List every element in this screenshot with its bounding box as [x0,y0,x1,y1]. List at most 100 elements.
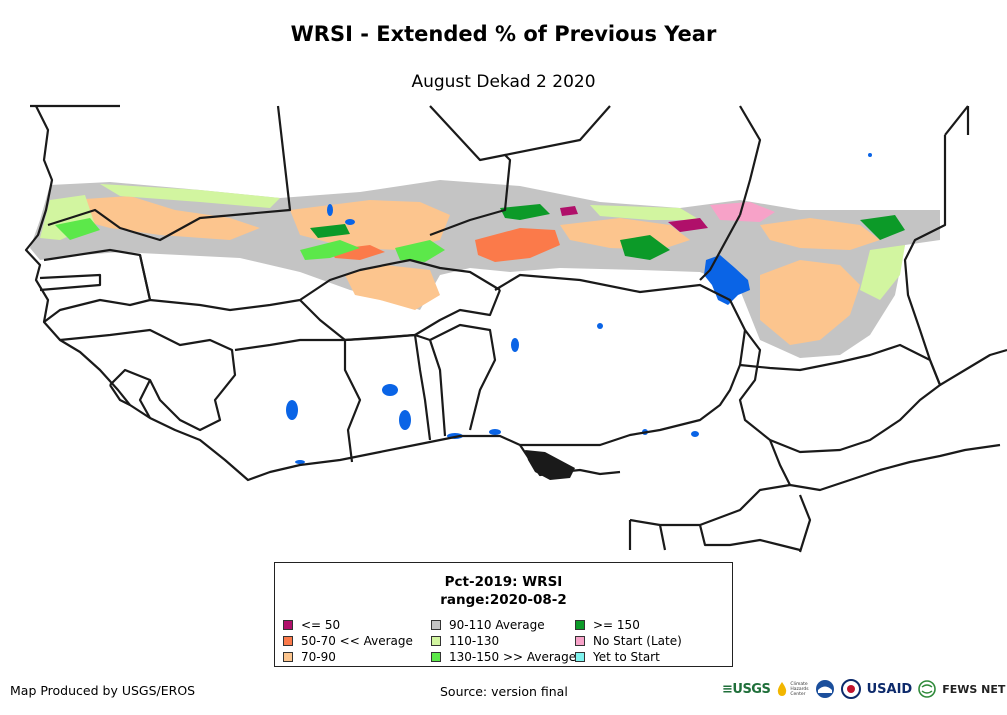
legend-grid: <= 50 90-110 Average >= 150 50-70 << Averag… [283,618,728,664]
border-sudan-south [939,348,1007,386]
legend-item: 50-70 << Average [283,634,431,648]
legend-title-line1: Pct-2019: WRSI [444,574,563,590]
band-darkgreen-chad [860,215,905,240]
border-mali-algeria [429,105,512,237]
band-orange-niger [475,228,560,262]
border-mauritania [30,104,292,242]
water-spot [327,204,333,216]
band-darkgreen-mali [310,224,350,238]
band-pink-north [710,202,775,222]
chc-line3: Center [790,691,806,697]
footer-source: Source: version final [440,684,568,699]
map-title: WRSI - Extended % of Previous Year [290,22,717,46]
band-beige-burkina [345,265,440,310]
logo-strip: ≡USGS Climate Hazards Center USAID FEWS … [722,678,1005,700]
water-spot [399,410,411,430]
band-green-mali [300,240,360,260]
band-green-senegal [55,218,100,240]
legend-label: Yet to Start [593,650,660,664]
country-borders [24,104,1007,553]
footer-producer: Map Produced by USGS/EROS [10,683,196,698]
border-niger-libya [738,105,762,216]
legend-label: >= 150 [593,618,640,632]
band-magenta-2 [560,206,578,216]
legend-swatch [431,652,441,662]
border-car-south [789,443,1001,492]
border-senegal [43,248,152,323]
legend-label: 70-90 [301,650,336,664]
legend-item: <= 50 [283,618,431,632]
border-gabon [628,520,801,552]
border-ghana [344,333,432,441]
niger-delta [525,450,575,480]
water-spot [511,338,519,352]
legend-label: 90-110 Average [449,618,545,632]
band-lightgreen-north [100,184,280,208]
band-darkgreen-niger [620,235,670,260]
legend-swatch [431,636,441,646]
water-spot [295,460,305,464]
water-spot [868,153,872,157]
usaid-logo: USAID [866,681,913,697]
border-guinea [59,328,237,432]
band-base [30,180,940,358]
legend-swatch [283,636,293,646]
wrsi-map [24,104,1007,553]
water-spot [345,219,355,225]
legend-swatch [575,636,585,646]
band-green-burkina [395,240,445,262]
legend-item: >= 150 [575,618,725,632]
border-benin [429,323,497,431]
band-lightgreen-niger [590,205,700,220]
border-chad-car [739,343,942,454]
wrsi-band [30,180,940,358]
legend-item: No Start (Late) [575,634,725,648]
border-congo [798,494,812,553]
legend-swatch [283,652,293,662]
legend-label: <= 50 [301,618,341,632]
legend-swatch [575,620,585,630]
fews-net-logo: FEWS NET [942,682,1006,696]
fews-globe-icon [918,680,937,698]
band-magenta-1 [668,218,708,232]
legend-item: 130-150 >> Average [431,650,577,664]
legend-label: 50-70 << Average [301,634,413,648]
noaa-logo-icon [815,680,834,698]
legend-label: No Start (Late) [593,634,682,648]
usaid-seal-icon [840,679,861,699]
legend-label: 130-150 >> Average [449,650,577,664]
border-algeria-niger [504,105,611,157]
border-chad-sudan [903,105,969,386]
legend: Pct-2019: WRSI range:2020-08-2 <= 50 90-1… [274,562,733,667]
legend-swatch [431,620,441,630]
water-spot [382,384,398,396]
water-spot [286,400,298,420]
border-chad-libya [699,214,741,281]
map-subtitle: August Dekad 2 2020 [411,72,596,92]
band-beige-chad-north [760,218,880,250]
legend-label: 110-130 [449,634,500,648]
water-spot [489,429,501,435]
band-darkgreen-niger-west [500,204,550,220]
band-beige-west [70,196,260,240]
chc-text: Climate Hazards Center [790,682,808,697]
legend-item: Yet to Start [575,650,725,664]
drop-icon [778,682,787,696]
chc-line2: Hazards [790,686,809,692]
border-cotedivoire [234,338,362,463]
legend-item: 70-90 [283,650,431,664]
water-spot [597,323,603,329]
band-beige-chad [760,260,860,345]
border-gambia [39,273,102,292]
coastline [24,105,621,482]
legend-title-line2: range:2020-08-2 [440,592,567,608]
legend-item: 110-130 [431,634,575,648]
usgs-logo: ≡USGS [722,681,771,697]
legend-swatch [283,620,293,630]
legend-item: 90-110 Average [431,618,575,632]
band-lightgreen-east [860,245,905,300]
border-cameroon [629,329,792,527]
chc-logo: Climate Hazards Center [776,681,809,697]
water-spot [691,431,699,437]
border-togo [414,333,447,437]
